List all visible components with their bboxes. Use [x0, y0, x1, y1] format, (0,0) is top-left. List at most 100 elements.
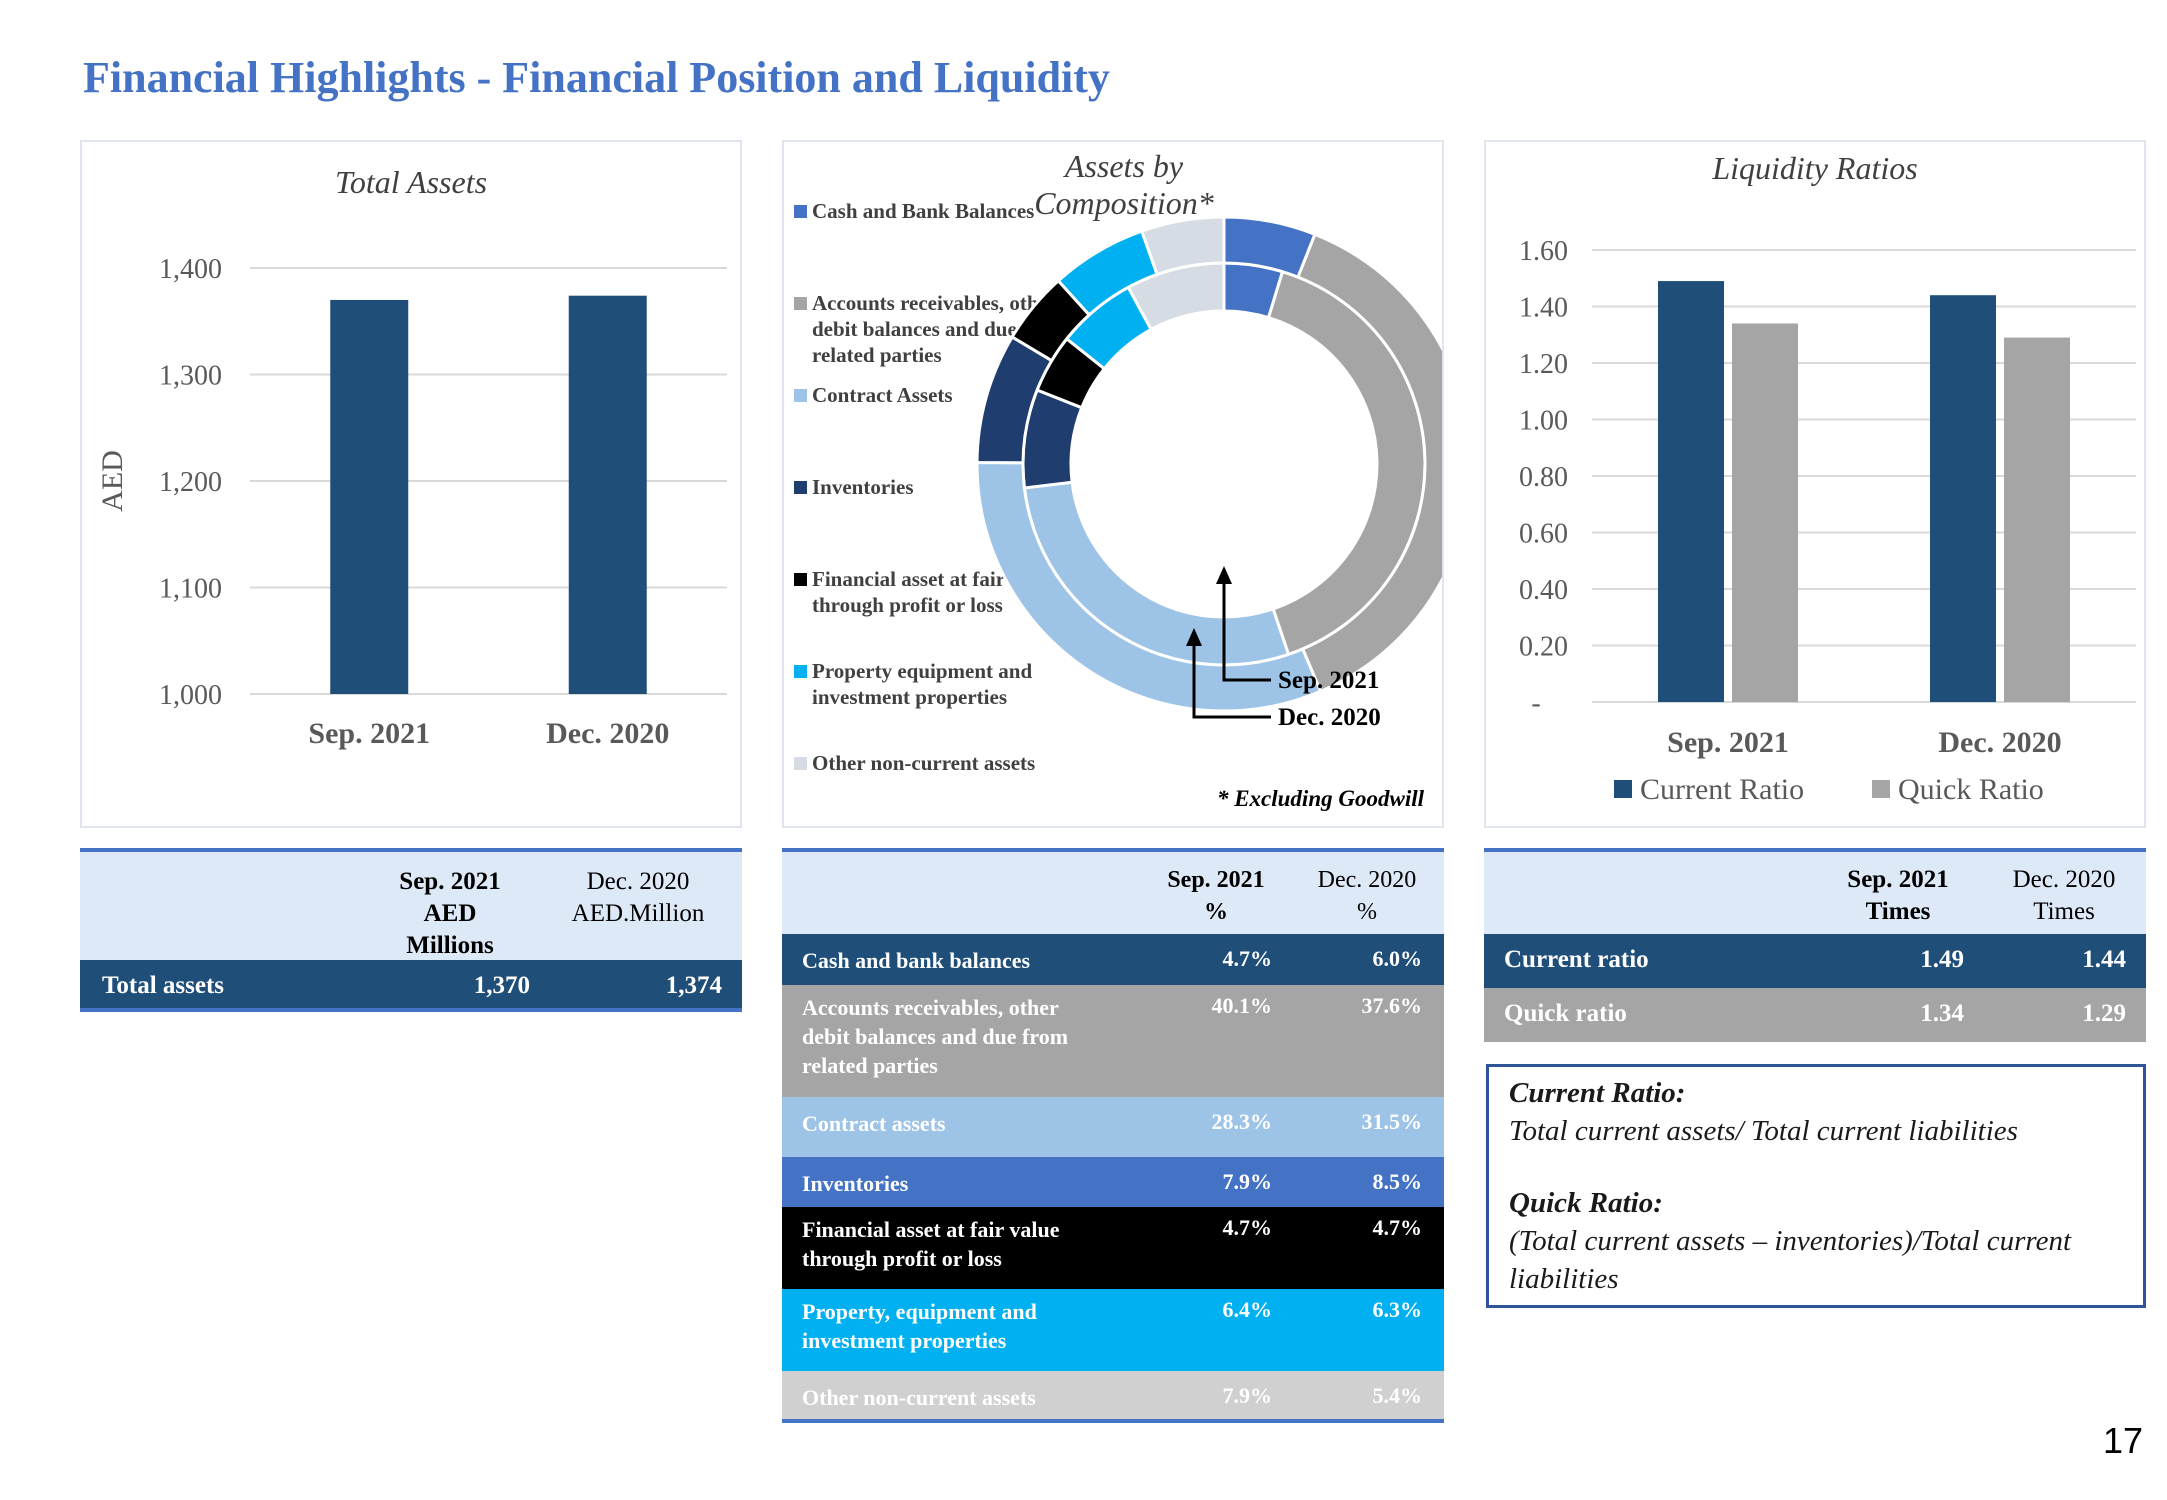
- row-label: Current ratio: [1504, 946, 1649, 973]
- bar-quick-ratio: [2004, 337, 2070, 702]
- legend-swatch: [794, 757, 807, 770]
- row-label: Accounts receivables, other debit balance…: [802, 995, 1069, 1078]
- dec-value: 37.6%: [1361, 993, 1423, 1018]
- dec-value: 6.3%: [1372, 1297, 1423, 1322]
- row-label: Inventories: [802, 1171, 909, 1196]
- sep-value: 7.9%: [1222, 1169, 1273, 1194]
- table-row: Property, equipment and investment proper…: [782, 1289, 1444, 1371]
- bar-current-ratio: [1658, 281, 1724, 702]
- current-ratio-text: Total current assets/ Total current liab…: [1509, 1115, 2018, 1147]
- total-assets-chart-panel: Total Assets 1,000 1,100 1,200 1,300 1,400 AE…: [80, 140, 742, 828]
- y-tick-label: 1,100: [159, 574, 222, 605]
- legend-label: Other non-current assets: [812, 751, 1036, 775]
- total-assets-chart: 1,000 1,100 1,200 1,300 1,400 AED Sep. 2021 Dec…: [96, 254, 727, 750]
- composition-table: Sep. 2021 % Dec. 2020 % Cash and bank ba…: [782, 848, 1444, 1423]
- y-tick-label: 0.20: [1519, 632, 1568, 663]
- y-tick-label: 0.40: [1519, 575, 1568, 606]
- row-label: Cash and bank balances: [802, 948, 1031, 973]
- quick-ratio-text: (Total current assets – inventories)/Tot…: [1509, 1225, 2072, 1257]
- quick-ratio-title: Quick Ratio:: [1509, 1187, 1663, 1219]
- y-tick-label: 1,000: [159, 680, 222, 711]
- table-header: Sep. 2021 Times Dec. 2020 Times: [1484, 848, 2146, 934]
- bar-quick-ratio: [1732, 323, 1798, 702]
- sep-value: 1.34: [1920, 1000, 1964, 1027]
- annotation-arrow-sep: [1222, 580, 1271, 682]
- quick-ratio-text-2: liabilities: [1509, 1263, 1619, 1295]
- table-header: Sep. 2021 AED Millions Dec. 2020 AED.Mil…: [80, 848, 742, 960]
- col-sep-header: Sep. 2021 Times: [1847, 866, 1949, 925]
- table-row: Current ratio 1.49 1.44: [1484, 934, 2146, 988]
- composition-donut-chart: Sep. 2021 Dec. 2020: [975, 215, 1442, 731]
- y-tick-label: 1,200: [159, 467, 222, 498]
- legend-swatch: [794, 665, 807, 678]
- legend-label: Current Ratio: [1640, 773, 1804, 806]
- y-tick-label: 1,300: [159, 361, 222, 392]
- legend-label: Contract Assets: [812, 383, 953, 407]
- sep-value: 4.7%: [1222, 946, 1273, 971]
- y-tick-label: 0.80: [1519, 462, 1568, 493]
- x-tick-label: Sep. 2021: [1667, 726, 1789, 759]
- legend-label: Inventories: [812, 475, 914, 499]
- col-dec-header: Dec. 2020 AED.Million: [571, 868, 705, 927]
- x-tick-label: Dec. 2020: [546, 717, 669, 750]
- bar-current-ratio: [1930, 295, 1996, 702]
- donut-slice-outer: [1139, 215, 1226, 277]
- table-row: Inventories 7.9% 8.5%: [782, 1157, 1444, 1207]
- table-row: Accounts receivables, other debit balance…: [782, 985, 1444, 1097]
- x-tick-label: Dec. 2020: [1938, 726, 2061, 759]
- table-row: Quick ratio 1.34 1.29: [1484, 988, 2146, 1042]
- legend-swatch: [1872, 780, 1890, 798]
- sep-value: 4.7%: [1222, 1215, 1273, 1240]
- col-sep-header: Sep. 2021 AED Millions: [399, 868, 501, 959]
- total-assets-chart-title: Total Assets: [334, 164, 488, 200]
- annotation-arrowhead-sep: [1216, 566, 1232, 584]
- table-row: Total assets 1,370 1,374: [80, 960, 742, 1012]
- y-tick-label: 1.20: [1519, 349, 1568, 380]
- sep-value: 40.1%: [1211, 993, 1273, 1018]
- dec-value: 31.5%: [1361, 1109, 1423, 1134]
- annotation-sep-label: Sep. 2021: [1278, 667, 1379, 694]
- legend-swatch: [794, 389, 807, 402]
- liquidity-chart: - 0.20 0.40 0.60 0.80 1.00 1.20 1.40 1.60 Sep. 20…: [1519, 236, 2136, 806]
- annotation-arrow-dec: [1192, 642, 1271, 719]
- legend-swatch: [794, 573, 807, 586]
- table-row: Cash and bank balances 4.7% 6.0%: [782, 934, 1444, 985]
- dec-value: 6.0%: [1372, 946, 1423, 971]
- table-row: Other non-current assets 7.9% 5.4%: [782, 1371, 1444, 1423]
- table-row: Contract assets 28.3% 31.5%: [782, 1097, 1444, 1157]
- page-title: Financial Highlights - Financial Positio…: [83, 53, 1110, 102]
- current-ratio-title: Current Ratio:: [1509, 1077, 1686, 1109]
- row-label: Quick ratio: [1504, 1000, 1627, 1027]
- table-header: Sep. 2021 % Dec. 2020 %: [782, 848, 1444, 934]
- y-tick-label: 1.00: [1519, 406, 1568, 437]
- footnote: * Excluding Goodwill: [1216, 786, 1424, 811]
- row-label: Contract assets: [802, 1111, 946, 1136]
- dec-value: 1.29: [2082, 1000, 2126, 1027]
- table-row: Financial asset at fair value through pro…: [782, 1207, 1444, 1289]
- legend-label: Cash and Bank Balances: [812, 199, 1035, 223]
- legend-swatch: [794, 481, 807, 494]
- liquidity-table: Sep. 2021 Times Dec. 2020 Times Current …: [1484, 848, 2146, 1048]
- legend-label: Quick Ratio: [1898, 773, 2044, 806]
- composition-chart-panel: Assets by Composition* Cash and Bank Bal…: [782, 140, 1444, 828]
- row-label: Financial asset at fair value through pro…: [802, 1217, 1060, 1271]
- sep-value: 28.3%: [1211, 1109, 1273, 1134]
- bar-sep-2021: [330, 299, 409, 694]
- legend-swatch: [794, 205, 807, 218]
- composition-chart-title: Assets by Composition*: [1034, 148, 1214, 221]
- y-tick-label: -: [1531, 688, 1540, 719]
- col-dec-header: Dec. 2020 %: [1317, 867, 1417, 925]
- row-label: Total assets: [102, 972, 225, 999]
- y-tick-label: 1,400: [159, 254, 222, 285]
- sep-value: 7.9%: [1222, 1383, 1273, 1408]
- y-axis-label: AED: [96, 450, 129, 512]
- dec-value: 1.44: [2082, 946, 2126, 973]
- y-tick-label: 0.60: [1519, 519, 1568, 550]
- annotation-arrowhead-dec: [1186, 628, 1202, 646]
- sep-value: 1,370: [473, 972, 530, 999]
- col-dec-header: Dec. 2020 Times: [2012, 866, 2116, 925]
- annotation-dec-label: Dec. 2020: [1278, 704, 1381, 731]
- ratio-definitions-box: Current Ratio: Total current assets/ Tot…: [1486, 1064, 2146, 1308]
- row-label: Property, equipment and investment proper…: [802, 1299, 1037, 1353]
- bar-dec-2020: [568, 295, 647, 694]
